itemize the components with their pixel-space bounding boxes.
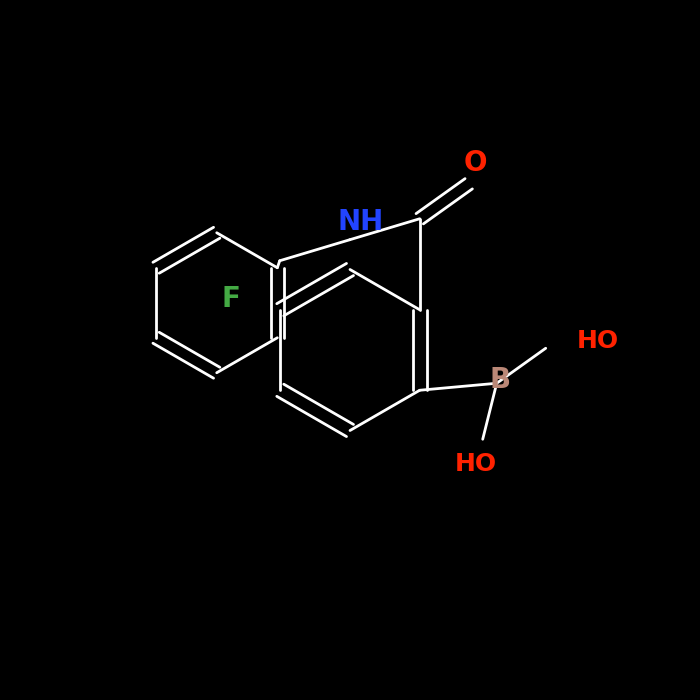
Text: NH: NH [337, 209, 384, 237]
Text: HO: HO [578, 329, 620, 354]
Text: F: F [222, 286, 241, 314]
Text: HO: HO [455, 452, 497, 476]
Text: B: B [490, 365, 511, 393]
Text: O: O [464, 149, 487, 176]
